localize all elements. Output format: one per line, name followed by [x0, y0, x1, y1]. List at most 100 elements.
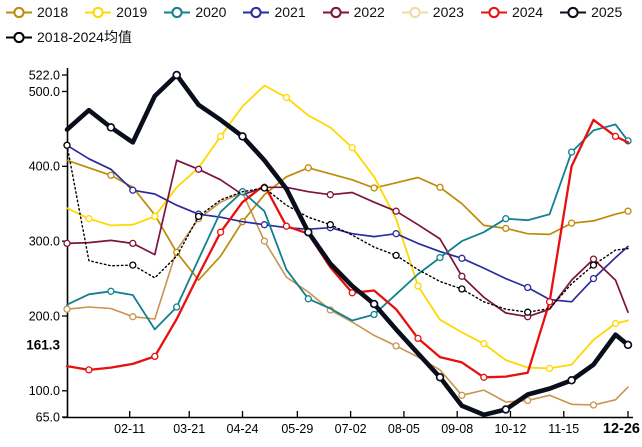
legend: 2018 2019 2020 2021 2022 2023 2024 2025 2018-202… [6, 4, 622, 54]
legend-item-2021: 2021 [243, 4, 306, 20]
series-marker-2025 [172, 70, 181, 80]
series-marker-2020 [173, 303, 181, 311]
series-marker-2018-2024均值 [524, 308, 532, 316]
series-marker-2023 [129, 313, 137, 321]
series-marker-2024 [611, 132, 620, 141]
series-marker-2019 [611, 319, 620, 328]
series-marker-2018-2024均值 [326, 221, 334, 229]
series-marker-2021 [589, 274, 598, 283]
legend-label: 2019 [116, 4, 148, 20]
x-tick-label: 12-26 [603, 421, 640, 437]
y-tick-label: 300.0 [29, 234, 60, 248]
series-line-2020 [66, 123, 629, 331]
series-marker-2018-2024均值 [129, 261, 137, 269]
series-marker-2018-2024均值 [194, 212, 203, 221]
legend-item-2018-2024均值: 2018-2024均值 [6, 27, 132, 47]
legend-item-2022: 2022 [322, 4, 385, 20]
series-marker-2019 [348, 143, 356, 152]
y-tick-label: 400.0 [29, 160, 60, 174]
series-marker-2025 [304, 227, 313, 237]
x-tick-label: 08-05 [388, 422, 420, 436]
series-marker-2019 [85, 215, 93, 223]
legend-line-marker-icon [243, 6, 270, 18]
current-value-label: 161.3 [26, 337, 60, 352]
legend-line-marker-icon [322, 6, 349, 18]
series-marker-2025 [501, 405, 511, 414]
series-marker-2023 [392, 342, 400, 350]
series-marker-2023 [63, 305, 71, 313]
series-line-2024 [65, 118, 630, 379]
legend-item-2020: 2020 [164, 4, 226, 20]
x-tick-label: 05-29 [281, 422, 313, 436]
x-tick-label: 10-12 [494, 422, 526, 436]
series-marker-2023 [260, 237, 269, 245]
legend-line-marker-icon [6, 6, 32, 18]
series-marker-2018-2024均值 [589, 261, 598, 269]
series-marker-2019 [216, 132, 225, 141]
series-marker-2024 [85, 366, 93, 374]
legend-row-1: 2018 2019 2020 2021 2022 2023 2024 2025 [6, 4, 622, 20]
legend-line-marker-icon [85, 6, 112, 18]
legend-label: 2018-2024均值 [37, 29, 132, 45]
series-marker-2019 [480, 340, 488, 348]
series-marker-2018 [502, 224, 510, 233]
series-marker-2018 [370, 184, 378, 192]
series-line-2018 [66, 159, 629, 281]
series-marker-2020 [436, 253, 444, 262]
series-marker-2024 [348, 289, 356, 297]
series-line-2022 [66, 159, 629, 318]
series-marker-2018 [304, 164, 312, 172]
series-marker-2018 [436, 183, 444, 191]
series-marker-2024 [414, 334, 422, 343]
series-marker-2024 [282, 222, 291, 230]
series-marker-2021 [129, 186, 137, 194]
y-tick-label: 200.0 [29, 309, 60, 323]
legend-item-2019: 2019 [85, 4, 147, 20]
y-tick-label: 522.0 [29, 68, 60, 82]
legend-item-2023: 2023 [401, 4, 464, 20]
x-tick-label: 02-11 [114, 422, 145, 436]
legend-line-marker-icon [401, 6, 428, 18]
series-marker-2019 [545, 364, 554, 373]
x-tick-label: 07-02 [335, 422, 367, 436]
series-marker-2020 [107, 287, 115, 295]
series-marker-2025 [435, 373, 445, 382]
series-marker-2020 [567, 148, 576, 156]
y-tick-label: 500.0 [29, 85, 60, 99]
legend-label: 2025 [591, 4, 623, 20]
x-tick-label: 09-08 [441, 422, 473, 436]
series-marker-2023 [458, 391, 466, 399]
series-marker-2021 [392, 230, 400, 238]
legend-line-marker-icon [560, 6, 587, 18]
legend-label: 2020 [195, 4, 227, 20]
legend-item-2025: 2025 [560, 4, 622, 20]
series-marker-2019 [282, 93, 291, 102]
legend-line-marker-icon [164, 6, 191, 18]
series-marker-2025 [623, 340, 633, 350]
series-marker-2023 [589, 401, 598, 409]
series-marker-2018-2024均值 [458, 285, 466, 293]
series-marker-2020 [304, 295, 312, 303]
series-marker-2021 [458, 254, 466, 262]
legend-label: 2021 [274, 4, 306, 20]
x-tick-label: 04-24 [227, 422, 259, 436]
series-marker-2020 [502, 215, 510, 223]
series-marker-2018 [567, 219, 576, 227]
series-marker-2020 [370, 310, 378, 319]
legend-label: 2022 [353, 4, 385, 20]
legend-item-2024: 2024 [480, 4, 544, 20]
series-marker-2022 [589, 255, 598, 263]
series-marker-2022 [129, 239, 137, 248]
x-tick-label: 11-15 [548, 422, 579, 436]
series-marker-2019 [151, 212, 159, 221]
series-marker-2023 [524, 396, 532, 405]
series-marker-2022 [63, 239, 71, 248]
series-marker-2025 [238, 132, 247, 141]
series-marker-2019 [414, 282, 422, 290]
series-marker-2024 [545, 298, 554, 306]
legend-line-marker-icon [6, 31, 32, 43]
series-marker-2018-2024均值 [260, 184, 269, 192]
legend-label: 2024 [511, 4, 544, 20]
series-marker-2018 [107, 171, 115, 179]
